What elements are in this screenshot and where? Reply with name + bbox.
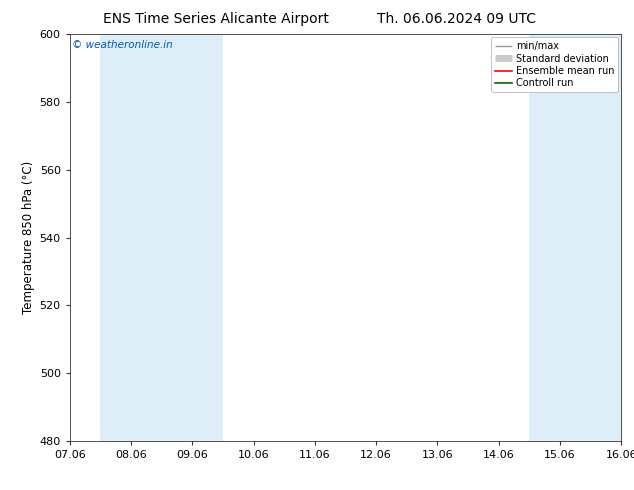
Text: Th. 06.06.2024 09 UTC: Th. 06.06.2024 09 UTC <box>377 12 536 26</box>
Bar <box>100 34 223 441</box>
Legend: min/max, Standard deviation, Ensemble mean run, Controll run: min/max, Standard deviation, Ensemble me… <box>491 37 618 92</box>
Y-axis label: Temperature 850 hPa (°C): Temperature 850 hPa (°C) <box>22 161 36 314</box>
Text: ENS Time Series Alicante Airport: ENS Time Series Alicante Airport <box>103 12 328 26</box>
Bar <box>529 34 634 441</box>
Text: © weatheronline.in: © weatheronline.in <box>72 40 173 50</box>
